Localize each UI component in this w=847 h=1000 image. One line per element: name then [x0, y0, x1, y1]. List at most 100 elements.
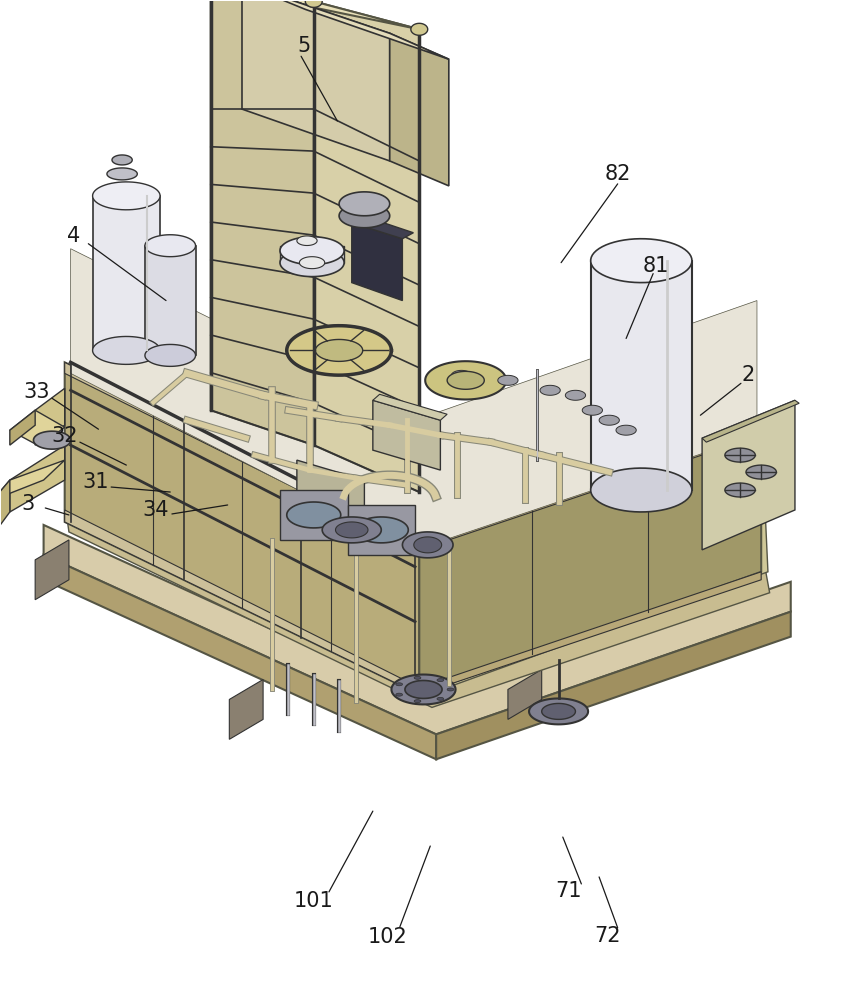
- Text: 31: 31: [83, 472, 109, 492]
- Polygon shape: [725, 448, 756, 462]
- Polygon shape: [287, 502, 340, 528]
- Polygon shape: [414, 676, 421, 679]
- Polygon shape: [36, 388, 64, 445]
- Text: 32: 32: [52, 426, 78, 446]
- Polygon shape: [352, 216, 413, 239]
- Polygon shape: [0, 480, 10, 535]
- Polygon shape: [565, 390, 585, 400]
- Polygon shape: [70, 249, 757, 550]
- Polygon shape: [590, 468, 692, 512]
- Polygon shape: [145, 344, 196, 366]
- Polygon shape: [280, 249, 344, 277]
- Polygon shape: [373, 394, 447, 420]
- Polygon shape: [211, 0, 419, 29]
- Polygon shape: [145, 235, 196, 257]
- Polygon shape: [411, 23, 428, 35]
- Polygon shape: [43, 525, 791, 734]
- Polygon shape: [92, 196, 160, 350]
- Polygon shape: [313, 1, 419, 492]
- Polygon shape: [447, 371, 484, 389]
- Polygon shape: [10, 445, 64, 512]
- Polygon shape: [746, 465, 777, 479]
- Polygon shape: [437, 697, 444, 700]
- Text: 3: 3: [22, 494, 35, 514]
- Polygon shape: [447, 688, 454, 691]
- Text: 33: 33: [24, 382, 50, 402]
- Polygon shape: [599, 415, 619, 425]
- Polygon shape: [396, 693, 402, 696]
- Polygon shape: [280, 237, 344, 265]
- Polygon shape: [529, 698, 588, 724]
- Polygon shape: [419, 425, 761, 550]
- Polygon shape: [230, 680, 263, 739]
- Polygon shape: [287, 326, 391, 375]
- Polygon shape: [437, 679, 444, 682]
- Polygon shape: [590, 239, 692, 283]
- Polygon shape: [419, 572, 761, 694]
- Polygon shape: [296, 460, 364, 530]
- Polygon shape: [405, 681, 442, 698]
- Polygon shape: [64, 510, 419, 694]
- Polygon shape: [339, 192, 390, 216]
- Text: 102: 102: [368, 927, 408, 947]
- Polygon shape: [10, 410, 36, 445]
- Polygon shape: [10, 410, 64, 446]
- Polygon shape: [725, 483, 756, 497]
- Polygon shape: [92, 336, 160, 364]
- Polygon shape: [414, 700, 421, 703]
- Polygon shape: [297, 236, 317, 246]
- Text: 72: 72: [595, 926, 621, 946]
- Polygon shape: [43, 555, 436, 759]
- Polygon shape: [347, 505, 415, 555]
- Text: 2: 2: [742, 365, 756, 385]
- Polygon shape: [354, 517, 408, 543]
- Polygon shape: [702, 400, 800, 442]
- Polygon shape: [64, 362, 419, 694]
- Polygon shape: [36, 540, 69, 600]
- Text: 82: 82: [605, 164, 631, 184]
- Polygon shape: [402, 532, 453, 558]
- Polygon shape: [702, 400, 795, 550]
- Polygon shape: [396, 683, 402, 686]
- Polygon shape: [508, 670, 542, 719]
- Polygon shape: [107, 168, 137, 180]
- Polygon shape: [242, 0, 390, 161]
- Polygon shape: [373, 400, 440, 470]
- Polygon shape: [335, 522, 368, 538]
- Polygon shape: [391, 675, 456, 704]
- Polygon shape: [339, 204, 390, 228]
- Polygon shape: [390, 33, 449, 186]
- Polygon shape: [540, 385, 560, 395]
- Polygon shape: [280, 490, 347, 540]
- Text: 71: 71: [556, 881, 582, 901]
- Polygon shape: [65, 508, 770, 707]
- Polygon shape: [582, 405, 602, 415]
- Polygon shape: [616, 425, 636, 435]
- Text: 101: 101: [294, 891, 334, 911]
- Text: 4: 4: [67, 226, 80, 246]
- Polygon shape: [300, 257, 324, 269]
- Polygon shape: [352, 223, 402, 301]
- Polygon shape: [425, 361, 507, 399]
- Polygon shape: [590, 261, 692, 490]
- Polygon shape: [145, 246, 196, 355]
- Polygon shape: [34, 431, 70, 449]
- Text: 34: 34: [142, 500, 169, 520]
- Polygon shape: [498, 375, 518, 385]
- Polygon shape: [112, 155, 132, 165]
- Polygon shape: [211, 0, 313, 445]
- Text: 81: 81: [643, 256, 669, 276]
- Polygon shape: [436, 612, 791, 759]
- Polygon shape: [419, 425, 761, 694]
- Polygon shape: [315, 339, 363, 361]
- Polygon shape: [0, 460, 64, 500]
- Polygon shape: [280, 246, 344, 263]
- Polygon shape: [92, 182, 160, 210]
- Polygon shape: [542, 703, 575, 719]
- Polygon shape: [322, 517, 381, 543]
- Polygon shape: [242, 0, 449, 59]
- Polygon shape: [414, 537, 441, 553]
- Polygon shape: [451, 370, 472, 380]
- Polygon shape: [64, 362, 419, 550]
- Polygon shape: [64, 362, 768, 691]
